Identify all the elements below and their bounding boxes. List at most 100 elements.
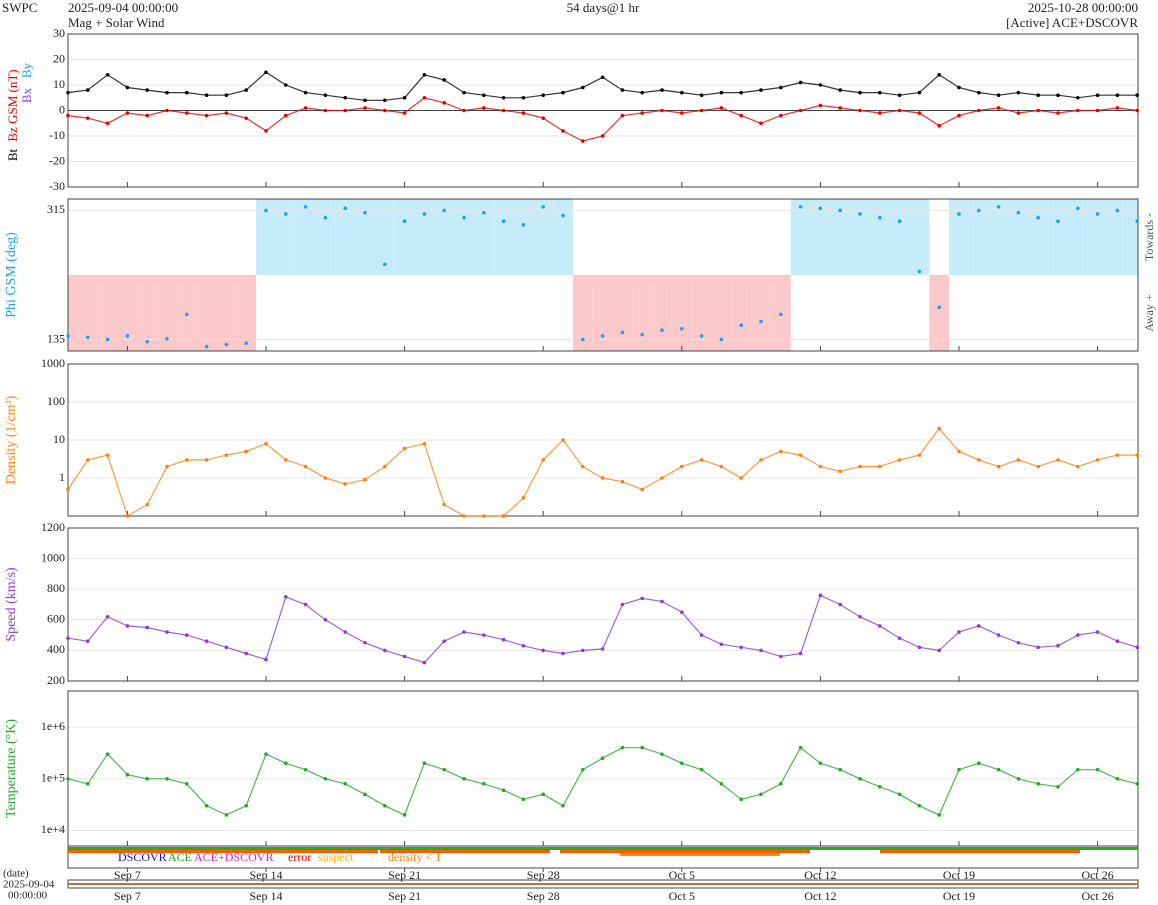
data-point: [145, 339, 150, 344]
side-label: Towards -: [1142, 213, 1156, 261]
data-point: [1135, 645, 1140, 650]
data-point: [838, 767, 843, 772]
data-point: [363, 640, 367, 645]
data-point: [897, 636, 902, 640]
data-point: [244, 88, 249, 92]
sector-band: [592, 275, 613, 351]
data-point: [224, 93, 229, 97]
status-error-bar: [880, 850, 1080, 853]
x-tick-label: Oct 19: [943, 889, 975, 903]
status-error-bar: [68, 850, 378, 853]
data-point: [66, 487, 70, 492]
data-point: [858, 212, 862, 216]
data-point: [996, 93, 1001, 97]
sector-band: [1028, 199, 1049, 275]
data-point: [897, 93, 902, 97]
series-line: [67, 594, 1138, 664]
status-density-bar: [620, 853, 780, 856]
data-point: [462, 514, 466, 518]
data-point: [1076, 464, 1080, 469]
data-point: [284, 761, 288, 766]
data-point: [878, 624, 882, 628]
sector-band: [77, 275, 98, 351]
data-point: [501, 219, 506, 224]
data-point: [897, 458, 902, 462]
data-point: [917, 645, 922, 650]
data-point: [343, 108, 348, 113]
data-point: [383, 803, 387, 808]
status-legend: DSCOVR: [118, 850, 167, 864]
sector-band: [196, 275, 217, 351]
data-point: [165, 337, 169, 341]
sector-band: [889, 199, 910, 275]
data-point: [957, 449, 961, 454]
data-point: [581, 767, 585, 772]
data-point: [1036, 108, 1041, 113]
data-point: [284, 595, 288, 599]
data-point: [145, 502, 150, 507]
data-point: [1115, 639, 1120, 644]
data-point: [937, 426, 942, 431]
y-tick-label: 100: [47, 394, 65, 408]
data-point: [977, 624, 981, 628]
data-point: [620, 745, 625, 750]
data-point: [779, 85, 783, 90]
x-tick-label: Sep 7: [114, 868, 141, 882]
data-point: [1076, 108, 1080, 113]
sector-band: [553, 199, 573, 275]
sector-band: [1107, 199, 1128, 275]
data-point: [1056, 644, 1060, 648]
data-point: [145, 776, 150, 781]
data-point: [145, 88, 150, 92]
data-point: [521, 496, 526, 500]
data-point: [521, 644, 526, 648]
data-point: [383, 108, 387, 113]
data-point: [224, 645, 229, 650]
data-point: [343, 206, 348, 211]
data-point: [1056, 784, 1060, 789]
panel-frame: [67, 363, 1139, 517]
data-point: [996, 767, 1001, 772]
data-point: [680, 90, 684, 95]
data-point: [1115, 453, 1120, 457]
sector-band: [1087, 199, 1108, 275]
data-point: [1036, 781, 1041, 786]
data-point: [937, 648, 942, 653]
y-tick-label: -10: [49, 128, 65, 142]
data-point: [1135, 453, 1140, 457]
data-point: [739, 113, 744, 118]
y-tick-label: 1000: [41, 550, 65, 564]
data-point: [680, 464, 684, 469]
data-point: [244, 116, 249, 120]
sector-band: [711, 275, 732, 351]
data-point: [105, 337, 110, 342]
data-point: [462, 776, 466, 781]
x-tick-label: Oct 26: [1081, 868, 1113, 882]
data-point: [719, 337, 724, 342]
data-point: [86, 88, 90, 92]
data-point: [977, 108, 981, 113]
data-point: [442, 502, 447, 507]
data-point: [1095, 767, 1100, 772]
data-point: [284, 113, 288, 118]
data-point: [680, 761, 684, 766]
data-point: [838, 88, 843, 92]
data-point: [838, 602, 843, 607]
data-point: [482, 633, 486, 637]
sector-band: [691, 275, 712, 351]
subtitle: Mag + Solar Wind: [68, 15, 165, 30]
data-point: [105, 453, 110, 457]
sector-band: [236, 275, 257, 351]
y-axis-label: Speed (km/s): [4, 567, 19, 642]
sector-band: [434, 199, 455, 275]
data-point: [1115, 106, 1120, 110]
data-point: [105, 73, 110, 77]
data-point: [284, 83, 288, 87]
data-point: [937, 73, 942, 77]
sector-band: [830, 199, 851, 275]
data-point: [521, 223, 526, 227]
panel-frame: [67, 198, 1139, 352]
date-label: (date): [3, 868, 29, 880]
status-error-bar: [560, 850, 810, 853]
data-point: [699, 458, 704, 462]
